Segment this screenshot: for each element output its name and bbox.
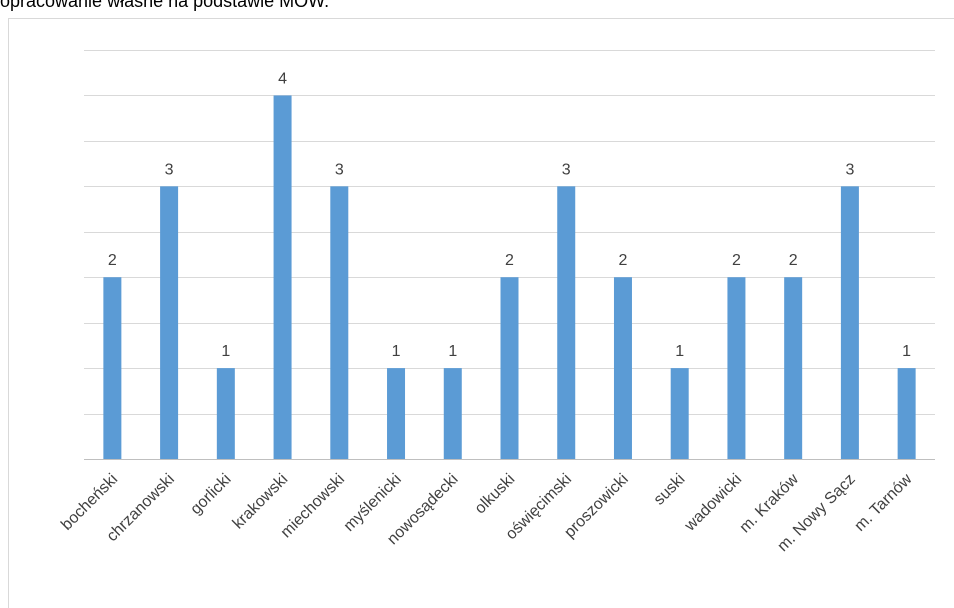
bar	[670, 368, 689, 459]
data-label: 1	[392, 343, 401, 360]
bar	[160, 186, 179, 460]
data-label: 2	[732, 252, 741, 269]
bar	[273, 95, 292, 459]
data-label: 3	[562, 161, 571, 178]
category-label: wadowicki	[681, 471, 745, 535]
bar	[784, 277, 803, 459]
bar	[443, 368, 462, 459]
data-label: 1	[448, 343, 457, 360]
bar	[330, 186, 349, 460]
category-label: suski	[651, 471, 689, 509]
bar	[103, 277, 122, 459]
data-label: 2	[108, 252, 117, 269]
bar	[500, 277, 519, 459]
data-label: 1	[902, 343, 911, 360]
category-label: krakowski	[230, 471, 292, 533]
data-label: 2	[505, 252, 514, 269]
bar	[216, 368, 235, 459]
data-label: 3	[165, 161, 174, 178]
data-label: 1	[675, 343, 684, 360]
category-label: olkuski	[472, 471, 519, 518]
data-label: 3	[335, 161, 344, 178]
category-label: m. Tarnów	[851, 470, 915, 534]
data-labels: 2 3 1 4 3 1 1 2 3 2 1 2 2 3 1	[108, 70, 911, 360]
bar	[840, 186, 859, 460]
data-label: 1	[221, 343, 230, 360]
data-label: 2	[789, 252, 798, 269]
bar	[613, 277, 632, 459]
bar	[557, 186, 576, 460]
bars	[103, 95, 916, 460]
category-label: gorlicki	[187, 471, 234, 518]
figure-source-caption: opracowanie własne na podstawie MOW.	[0, 0, 330, 11]
bar	[727, 277, 746, 459]
bar	[387, 368, 406, 459]
data-label: 2	[619, 252, 628, 269]
chart-frame	[8, 18, 954, 608]
data-label: 4	[278, 70, 287, 87]
bar	[897, 368, 916, 459]
data-label: 3	[845, 161, 854, 178]
